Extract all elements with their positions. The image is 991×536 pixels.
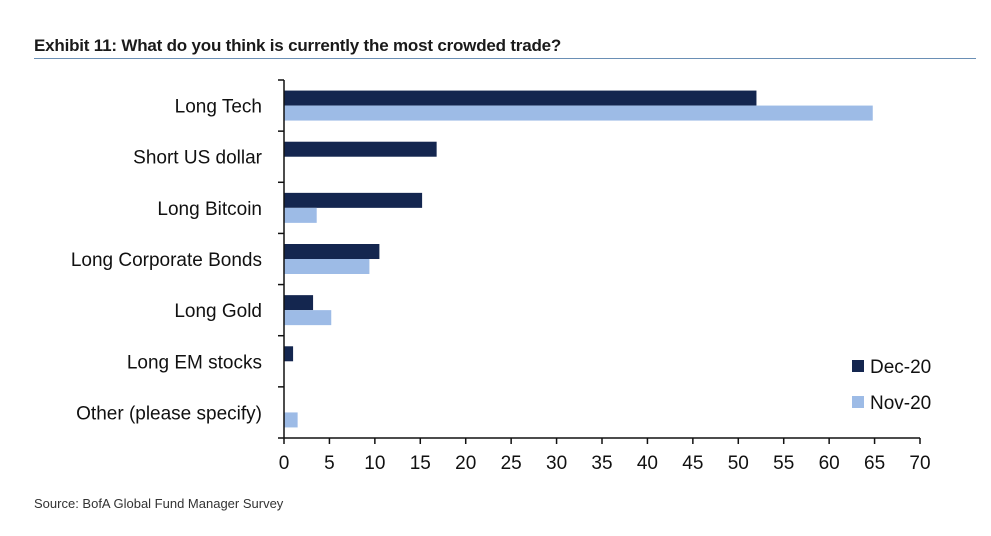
source-note: Source: BofA Global Fund Manager Survey: [34, 496, 284, 511]
x-tick-label: 0: [279, 453, 290, 474]
category-label: Long EM stocks: [127, 352, 262, 373]
legend-swatch-dec20: [852, 360, 864, 372]
x-tick-label: 15: [410, 453, 431, 474]
title-divider: [34, 58, 976, 59]
category-label: Long Bitcoin: [157, 199, 262, 220]
category-label: Long Tech: [175, 97, 262, 118]
x-tick-label: 40: [637, 453, 658, 474]
bar-dec20-2: [284, 192, 423, 208]
chart-title: Exhibit 11: What do you think is current…: [34, 36, 562, 55]
category-label: Short US dollar: [133, 148, 263, 169]
x-tick-label: 5: [324, 453, 335, 474]
x-tick-label: 50: [728, 453, 749, 474]
x-tick-label: 70: [909, 453, 930, 474]
x-tick-label: 60: [819, 453, 840, 474]
category-label: Long Corporate Bonds: [71, 250, 262, 271]
legend: Dec-20 Nov-20: [852, 357, 931, 414]
bar-nov20-2: [284, 207, 317, 223]
x-tick-label: 20: [455, 453, 476, 474]
bar-dec20-3: [284, 244, 380, 259]
axes-group: [278, 79, 921, 444]
bar-nov20-6: [284, 412, 298, 428]
x-tick-label: 65: [864, 453, 885, 474]
legend-swatch-nov20: [852, 396, 864, 408]
bar-dec20-0: [284, 90, 757, 106]
bar-dec20-1: [284, 141, 437, 157]
bar-nov20-4: [284, 310, 332, 326]
legend-label: Nov-20: [870, 393, 931, 414]
category-label: Long Gold: [174, 301, 262, 322]
bar-nov20-0: [284, 105, 873, 121]
x-tick-label: 35: [591, 453, 612, 474]
category-labels: Long Tech Short US dollar Long Bitcoin Long…: [71, 97, 263, 425]
x-tick-label: 45: [682, 453, 703, 474]
bar-dec20-4: [284, 295, 314, 311]
x-tick-label: 25: [501, 453, 522, 474]
x-tick-labels: 0 5 10 15 20 25 30 35 40 45 50 55 60 65 70: [279, 453, 931, 474]
category-label: Other (please specify): [76, 403, 262, 424]
x-tick-label: 30: [546, 453, 567, 474]
x-tick-label: 10: [364, 453, 385, 474]
bars-group: [284, 90, 873, 428]
legend-label: Dec-20: [870, 357, 931, 378]
x-tick-label: 55: [773, 453, 794, 474]
bar-nov20-3: [284, 259, 370, 274]
bar-dec20-5: [284, 346, 294, 362]
